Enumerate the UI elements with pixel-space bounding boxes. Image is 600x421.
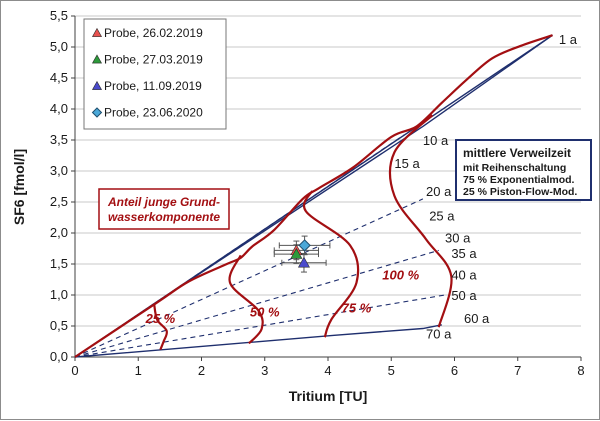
note-box: Anteil junge Grund- wasserkomponente: [98, 188, 230, 230]
model-curve: [74, 34, 553, 358]
age-label-3: 20 a: [426, 184, 452, 199]
x-tick-label-3: 3: [261, 363, 268, 378]
note-line-1: Anteil junge Grund-: [107, 195, 220, 209]
legend-label-1: Probe, 27.03.2019: [104, 53, 203, 67]
mixing-curve-2: [302, 190, 360, 338]
y-tick-label-4: 2,0: [50, 225, 68, 240]
age-label-1: 10 a: [423, 133, 449, 148]
legend-marker-0: [91, 27, 103, 37]
info-box-line-1: mit Reihenschaltung: [463, 162, 566, 174]
percent-label-2: 75 %: [342, 300, 372, 315]
sample-points: [273, 235, 331, 273]
y-tick-label-5: 2,5: [50, 194, 68, 209]
mixing-curve-1: [228, 254, 264, 345]
boundary-line-2: [74, 324, 442, 358]
info-box-title: mittlere Verweilzeit: [463, 146, 571, 160]
y-tick-label-2: 1,0: [50, 287, 68, 302]
info-box: mittlere Verweilzeit mit Reihenschaltung…: [455, 139, 592, 201]
age-label-2: 15 a: [394, 156, 420, 171]
legend-items: Probe, 26.02.2019 Probe, 27.03.2019 Probe,…: [91, 26, 203, 120]
age-label-7: 40 a: [451, 268, 477, 283]
age-label-8: 50 a: [451, 288, 477, 303]
x-tick-label-1: 1: [135, 363, 142, 378]
x-axis-title: Tritium [TU]: [289, 388, 368, 404]
y-tick-label-8: 4,0: [50, 101, 68, 116]
legend-label-0: Probe, 26.02.2019: [104, 26, 203, 40]
mixing-curve-0: [153, 303, 169, 350]
tick-labels: 0,0 0,5 1,0 1,5 2,0 2,5 3,0 3,5 4,0 4,5 5,0 5,5 0 1 2 3…: [50, 8, 585, 378]
y-tick-label-7: 3,5: [50, 132, 68, 147]
grid-lines: [75, 15, 581, 327]
y-tick-label-9: 4,5: [50, 70, 68, 85]
note-line-2: wasserkomponente: [108, 210, 220, 224]
percent-label-1: 50 %: [250, 305, 280, 320]
data-point-1: [290, 247, 303, 259]
info-box-frame: [455, 139, 592, 201]
legend-marker-3: [91, 107, 103, 118]
y-axis-title: SF6 [fmol/l]: [11, 149, 27, 225]
legend-label-3: Probe, 23.06.2020: [104, 106, 203, 120]
y-tick-label-6: 3,0: [50, 163, 68, 178]
note-box-frame: [98, 188, 230, 230]
x-tick-label-6: 6: [451, 363, 458, 378]
y-tick-label-11: 5,5: [50, 8, 68, 23]
y-tick-label-3: 1,5: [50, 256, 68, 271]
y-tick-label-10: 5,0: [50, 39, 68, 54]
mixing-curves: [74, 34, 553, 358]
annotation-labels: 1 a 10 a15 a 20 a 25 a 30 a35 a 40 a 50 a 60 a 7…: [145, 32, 578, 341]
legend-label-2: Probe, 11.09.2019: [104, 79, 202, 93]
age-label-5: 30 a: [445, 230, 471, 245]
age-label-4: 25 a: [429, 209, 455, 224]
data-point-3: [298, 239, 311, 252]
info-box-line-3: 25 % Piston-Flow-Mod.: [463, 186, 577, 198]
mixing-curve-3: [388, 114, 453, 328]
age-label-0: 1 a: [559, 32, 578, 47]
legend-box: [83, 18, 227, 130]
data-point-2: [297, 256, 310, 268]
legend-marker-2: [91, 80, 103, 90]
dashed-line-2: [74, 249, 439, 358]
x-tick-label-5: 5: [388, 363, 395, 378]
y-tick-label-1: 0,5: [50, 318, 68, 333]
dashed-line-1: [74, 198, 424, 358]
percent-label-0: 25 %: [145, 311, 176, 326]
x-tick-label-4: 4: [324, 363, 331, 378]
legend-marker-1: [91, 54, 103, 64]
x-tick-label-0: 0: [71, 363, 78, 378]
y-tick-label-0: 0,0: [50, 349, 68, 364]
x-tick-label-7: 7: [514, 363, 521, 378]
percent-label-3: 100 %: [382, 268, 419, 283]
age-label-6: 35 a: [451, 246, 477, 261]
age-label-10: 70 a: [426, 326, 452, 341]
x-tick-label-8: 8: [577, 363, 584, 378]
legend: Probe, 26.02.2019 Probe, 27.03.2019 Probe,…: [83, 18, 227, 130]
info-box-line-2: 75 % Exponentialmod.: [463, 174, 575, 186]
age-label-9: 60 a: [464, 311, 490, 326]
x-tick-label-2: 2: [198, 363, 205, 378]
